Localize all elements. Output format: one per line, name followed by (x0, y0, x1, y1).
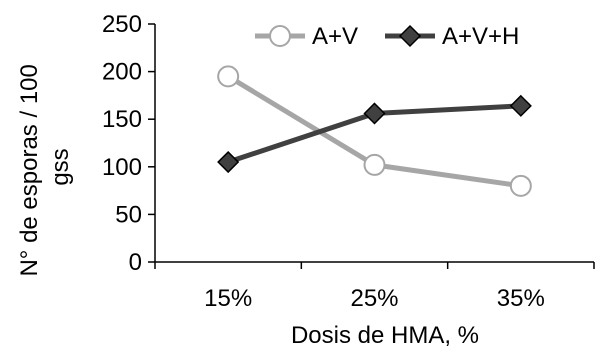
y-axis-title: N° de esporas / 100 gss (16, 57, 74, 276)
legend-marker-2 (398, 24, 422, 48)
legend-marker-1 (269, 25, 291, 47)
legend-label-2: A+V+H (442, 23, 519, 50)
data-point-2-1 (217, 150, 240, 174)
y-tick-label: 0 (129, 249, 142, 276)
legend-label-1: A+V (312, 23, 358, 50)
data-point-2-2 (363, 102, 386, 125)
data-point-1-2 (363, 153, 386, 176)
data-point-1-1 (217, 65, 240, 88)
x-tick-label: 15% (204, 285, 252, 312)
y-tick-label: 100 (102, 154, 142, 181)
y-tick-label: 150 (102, 106, 142, 133)
data-point-2-3 (509, 94, 532, 117)
legend: A+V A+V+H (255, 23, 519, 50)
data-point-1-3 (509, 174, 532, 197)
tick-labels: 0 50 100 150 200 250 15% 25% 35% (102, 11, 545, 312)
series-group (217, 65, 532, 197)
y-axis-title-line-1: N° de esporas / 100 (16, 64, 43, 276)
y-axis-title-line-2: gss (47, 148, 74, 185)
x-axis-title: Dosis de HMA, % (291, 322, 479, 349)
y-tick-label: 200 (102, 59, 142, 86)
x-tick-label: 35% (497, 285, 545, 312)
y-tick-label: 250 (102, 11, 142, 38)
x-tick-label: 25% (350, 285, 398, 312)
y-tick-label: 50 (115, 201, 142, 228)
axes (148, 23, 595, 269)
